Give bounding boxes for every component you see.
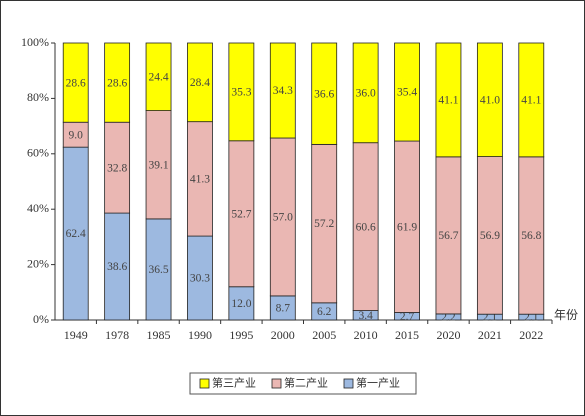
bar-segment xyxy=(187,235,213,321)
value-label: 12.0 xyxy=(231,298,251,310)
y-tick-label: 20% xyxy=(27,256,49,270)
value-label: 2.1 xyxy=(483,312,498,324)
value-label: 36.5 xyxy=(148,264,168,276)
value-label: 52.7 xyxy=(231,208,251,220)
x-tick-label: 2015 xyxy=(395,328,419,342)
value-label: 38.6 xyxy=(107,261,127,273)
value-label: 28.4 xyxy=(190,77,210,89)
bar-segment xyxy=(145,42,172,111)
value-label: 56.9 xyxy=(480,230,500,242)
legend-label: 第二产业 xyxy=(284,376,328,390)
x-tick-label: 2000 xyxy=(271,328,295,342)
bar-segment xyxy=(352,142,379,311)
value-label: 41.1 xyxy=(521,95,541,107)
x-tick-label: 2010 xyxy=(354,328,378,342)
x-tick-label: 1990 xyxy=(188,328,212,342)
x-tick-label: 1995 xyxy=(229,328,253,342)
x-tick-label: 2020 xyxy=(436,328,460,342)
value-label: 24.4 xyxy=(148,71,168,83)
value-label: 56.7 xyxy=(438,230,458,242)
x-tick-label: 1985 xyxy=(147,328,171,342)
bar-segment xyxy=(145,110,172,220)
x-tick-label: 2021 xyxy=(478,328,502,342)
bar-segment xyxy=(104,42,131,123)
bar-segment xyxy=(228,42,255,142)
x-tick-label: 2005 xyxy=(312,328,336,342)
value-label: 32.8 xyxy=(107,162,127,174)
value-label: 41.1 xyxy=(438,95,458,107)
bar-segment xyxy=(518,42,545,158)
value-label: 36.0 xyxy=(356,88,376,100)
x-tick-label: 1978 xyxy=(105,328,129,342)
bar-segment xyxy=(394,42,420,142)
y-tick-label: 80% xyxy=(27,90,49,104)
bar-segment xyxy=(187,121,213,237)
value-label: 57.0 xyxy=(273,212,293,224)
value-label: 3.4 xyxy=(358,310,373,322)
value-label: 41.0 xyxy=(480,94,500,106)
bar-segment xyxy=(311,143,338,304)
value-label: 9.0 xyxy=(69,129,84,141)
bar-segment xyxy=(311,42,338,145)
bar-segment xyxy=(228,140,255,288)
bar-segment xyxy=(62,42,89,123)
legend-label: 第三产业 xyxy=(212,376,256,390)
value-label: 28.6 xyxy=(66,77,86,89)
value-label: 34.3 xyxy=(273,85,293,97)
value-label: 6.2 xyxy=(317,306,332,318)
bar-segment xyxy=(104,121,131,214)
bar-segment xyxy=(145,218,172,321)
x-tick-label: 1949 xyxy=(64,328,88,342)
value-label: 57.2 xyxy=(314,218,334,230)
bar-segment xyxy=(228,286,255,321)
value-label: 36.6 xyxy=(314,88,334,100)
value-label: 35.4 xyxy=(397,87,417,99)
bar-segment xyxy=(187,42,213,123)
y-tick-label: 100% xyxy=(21,35,49,49)
bar-segment xyxy=(435,42,462,158)
value-label: 61.9 xyxy=(397,221,417,233)
value-label: 35.3 xyxy=(231,87,251,99)
bar-segment xyxy=(476,42,503,157)
value-label: 41.3 xyxy=(190,174,210,186)
x-tick-label: 2022 xyxy=(519,328,543,342)
bar-segment xyxy=(269,295,296,321)
bar-segment xyxy=(104,212,131,321)
bar-segment xyxy=(394,140,420,313)
value-label: 2.1 xyxy=(524,312,539,324)
bar-segment xyxy=(62,121,89,148)
bar-segment xyxy=(269,42,296,139)
value-label: 2.2 xyxy=(441,312,456,324)
value-label: 2.7 xyxy=(400,311,415,323)
value-label: 56.8 xyxy=(521,230,541,242)
y-tick-label: 0% xyxy=(33,312,49,326)
bar-segment xyxy=(62,146,89,321)
legend-label: 第一产业 xyxy=(356,376,400,390)
value-label: 28.6 xyxy=(107,77,127,89)
legend-swatch xyxy=(343,378,354,389)
bar-segment xyxy=(352,42,379,144)
legend-swatch xyxy=(199,378,210,389)
value-label: 60.6 xyxy=(356,221,376,233)
bar-segment xyxy=(518,156,545,315)
y-tick-label: 60% xyxy=(27,146,49,160)
value-label: 30.3 xyxy=(190,273,210,285)
y-tick-label: 40% xyxy=(27,201,49,215)
value-label: 8.7 xyxy=(276,303,291,315)
legend-box xyxy=(189,372,417,395)
x-axis-label: 年份 xyxy=(554,308,578,322)
value-label: 39.1 xyxy=(148,159,168,171)
value-label: 62.4 xyxy=(66,228,86,240)
legend-swatch xyxy=(271,378,282,389)
